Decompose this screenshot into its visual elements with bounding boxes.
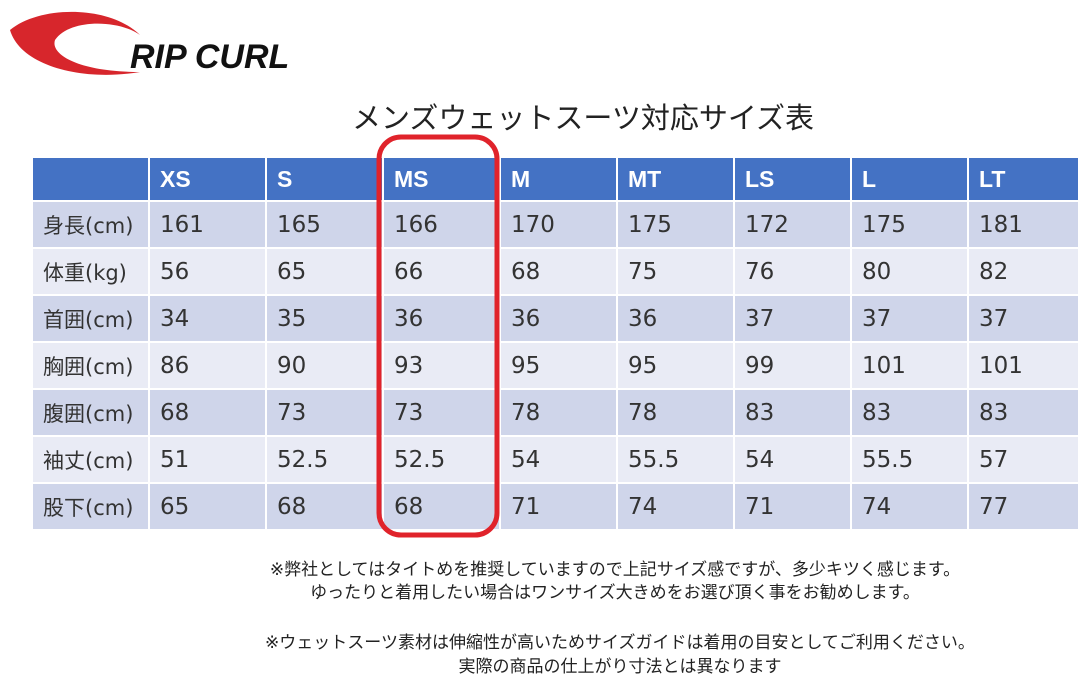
table-cell: 65 <box>150 484 267 531</box>
note: 実際の商品の仕上がり寸法とは異なります <box>458 657 782 677</box>
table-cell: 65 <box>267 249 384 296</box>
row-label: 身長(cm) <box>33 202 150 249</box>
table-cell: 86 <box>150 343 267 390</box>
table-cell: 52.5 <box>267 437 384 484</box>
table-cell: 181 <box>969 202 1080 249</box>
table-cell: 166 <box>384 202 501 249</box>
logo: RIP CURL <box>10 11 289 76</box>
table-cell: 68 <box>267 484 384 531</box>
table-cell: 172 <box>735 202 852 249</box>
table-cell: 93 <box>384 343 501 390</box>
table-cell: 36 <box>501 296 618 343</box>
table-cell: 34 <box>150 296 267 343</box>
table-cell: 55.5 <box>618 437 735 484</box>
table-cell: 80 <box>852 249 969 296</box>
table-cell: 175 <box>852 202 969 249</box>
table-cell: 36 <box>618 296 735 343</box>
table-cell: 83 <box>969 390 1080 437</box>
row-label: 体重(kg) <box>33 249 150 296</box>
table-cell: 90 <box>267 343 384 390</box>
header-cell: LT <box>969 158 1080 202</box>
table-cell: 76 <box>735 249 852 296</box>
table-cell: 55.5 <box>852 437 969 484</box>
table-cell: 37 <box>852 296 969 343</box>
table-cell: 73 <box>267 390 384 437</box>
table-cell: 78 <box>618 390 735 437</box>
table-cell: 56 <box>150 249 267 296</box>
title: メンズウェットスーツ対応サイズ表 <box>352 101 814 135</box>
table-cell: 51 <box>150 437 267 484</box>
table-cell: 75 <box>618 249 735 296</box>
table-cell: 57 <box>969 437 1080 484</box>
header-cell: S <box>267 158 384 202</box>
table-cell: 83 <box>852 390 969 437</box>
table-cell: 68 <box>384 484 501 531</box>
table-cell: 36 <box>384 296 501 343</box>
table-cell: 170 <box>501 202 618 249</box>
header-cell: M <box>501 158 618 202</box>
table-cell: 99 <box>735 343 852 390</box>
logo-swoosh <box>10 11 140 75</box>
header-cell: L <box>852 158 969 202</box>
table-cell: 54 <box>501 437 618 484</box>
table-cell: 35 <box>267 296 384 343</box>
table-cell: 71 <box>735 484 852 531</box>
table-cell: 175 <box>618 202 735 249</box>
row-label: 股下(cm) <box>33 484 150 531</box>
header-cell: XS <box>150 158 267 202</box>
table-cell: 68 <box>150 390 267 437</box>
table-cell: 165 <box>267 202 384 249</box>
note: ※ウェットスーツ素材は伸縮性が高いためサイズガイドは着用の目安としてご利用くださ… <box>265 633 975 653</box>
table-cell: 66 <box>384 249 501 296</box>
table-cell: 101 <box>852 343 969 390</box>
table-cell: 77 <box>969 484 1080 531</box>
header-corner <box>33 158 150 202</box>
header-cell: MT <box>618 158 735 202</box>
table-cell: 54 <box>735 437 852 484</box>
brand: RIP CURL <box>130 38 289 76</box>
header-cell: LS <box>735 158 852 202</box>
row-label: 首囲(cm) <box>33 296 150 343</box>
header-cell: MS <box>384 158 501 202</box>
row-label: 袖丈(cm) <box>33 437 150 484</box>
table-cell: 71 <box>501 484 618 531</box>
table-cell: 101 <box>969 343 1080 390</box>
table-cell: 37 <box>969 296 1080 343</box>
table-cell: 78 <box>501 390 618 437</box>
table-cell: 52.5 <box>384 437 501 484</box>
table-cell: 74 <box>852 484 969 531</box>
table-cell: 95 <box>501 343 618 390</box>
note: ※弊社としてはタイトめを推奨していますので上記サイズ感ですが、多少キツく感じます… <box>269 560 961 580</box>
table-cell: 37 <box>735 296 852 343</box>
table-cell: 68 <box>501 249 618 296</box>
row-label: 腹囲(cm) <box>33 390 150 437</box>
table-cell: 83 <box>735 390 852 437</box>
table-cell: 82 <box>969 249 1080 296</box>
table-cell: 161 <box>150 202 267 249</box>
row-label: 胸囲(cm) <box>33 343 150 390</box>
table-cell: 74 <box>618 484 735 531</box>
note: ゆったりと着用したい場合はワンサイズ大きめをお選び頂く事をお勧めします。 <box>310 583 920 603</box>
table-cell: 73 <box>384 390 501 437</box>
table-cell: 95 <box>618 343 735 390</box>
